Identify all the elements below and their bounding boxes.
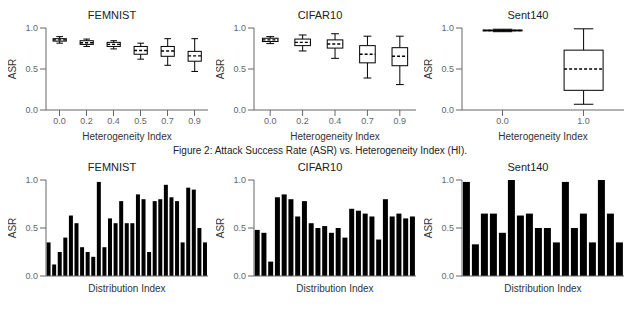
html-text:CIFAR10: CIFAR10: [297, 161, 343, 173]
svg-text:1.0: 1.0: [233, 23, 246, 33]
svg-text:0.0: 0.0: [441, 271, 454, 281]
html-text:Sent140: Sent140: [507, 161, 549, 173]
html-text:CIFAR10: CIFAR10: [297, 9, 343, 21]
svg-text:ASR: ASR: [8, 59, 18, 80]
svg-text:0.7: 0.7: [361, 116, 374, 126]
svg-text:0.9: 0.9: [188, 116, 201, 126]
svg-text:ASR: ASR: [216, 218, 226, 239]
svg-text:Distribution Index: Distribution Index: [504, 283, 581, 294]
svg-text:0.9: 0.9: [394, 116, 407, 126]
svg-text:ASR: ASR: [216, 59, 226, 80]
svg-text:ASR: ASR: [8, 218, 18, 239]
svg-text:Heterogeneity Index: Heterogeneity Index: [498, 131, 588, 142]
svg-text:ASR: ASR: [424, 218, 434, 239]
svg-text:1.0: 1.0: [577, 116, 590, 126]
svg-text:0.5: 0.5: [441, 64, 454, 74]
svg-text:0.0: 0.0: [233, 105, 246, 115]
svg-text:Distribution Index: Distribution Index: [296, 283, 373, 294]
svg-text:0.0: 0.0: [264, 116, 277, 126]
html-text:Sent140: Sent140: [507, 9, 549, 21]
svg-text:0.2: 0.2: [80, 116, 93, 126]
svg-text:1.0: 1.0: [441, 175, 454, 185]
svg-text:0.7: 0.7: [161, 116, 174, 126]
svg-text:Heterogeneity Index: Heterogeneity Index: [290, 131, 380, 142]
svg-text:0.5: 0.5: [25, 223, 38, 233]
html-text:FEMNIST: FEMNIST: [87, 161, 137, 173]
svg-text:1.0: 1.0: [441, 23, 454, 33]
svg-text:0.5: 0.5: [25, 64, 38, 74]
svg-text:0.4: 0.4: [329, 116, 342, 126]
svg-text:0.4: 0.4: [107, 116, 120, 126]
svg-text:0.5: 0.5: [134, 116, 147, 126]
svg-text:Distribution Index: Distribution Index: [88, 283, 165, 294]
svg-text:0.5: 0.5: [233, 223, 246, 233]
svg-text:0.0: 0.0: [441, 105, 454, 115]
svg-text:1.0: 1.0: [25, 23, 38, 33]
svg-text:0.5: 0.5: [233, 64, 246, 74]
svg-text:0.2: 0.2: [296, 116, 309, 126]
svg-text:0.0: 0.0: [53, 116, 66, 126]
svg-text:1.0: 1.0: [233, 175, 246, 185]
svg-text:0.0: 0.0: [25, 271, 38, 281]
html-text:FEMNIST: FEMNIST: [87, 9, 137, 21]
svg-text:0.0: 0.0: [496, 116, 509, 126]
svg-text:0.0: 0.0: [25, 105, 38, 115]
html-text:Figure 2: Attack Success Rate: Figure 2: Attack Success Rate (ASR) vs. …: [173, 145, 467, 156]
svg-text:1.0: 1.0: [25, 175, 38, 185]
svg-text:ASR: ASR: [424, 59, 434, 80]
svg-text:Heterogeneity Index: Heterogeneity Index: [82, 131, 172, 142]
svg-text:0.5: 0.5: [441, 223, 454, 233]
svg-text:0.0: 0.0: [233, 271, 246, 281]
